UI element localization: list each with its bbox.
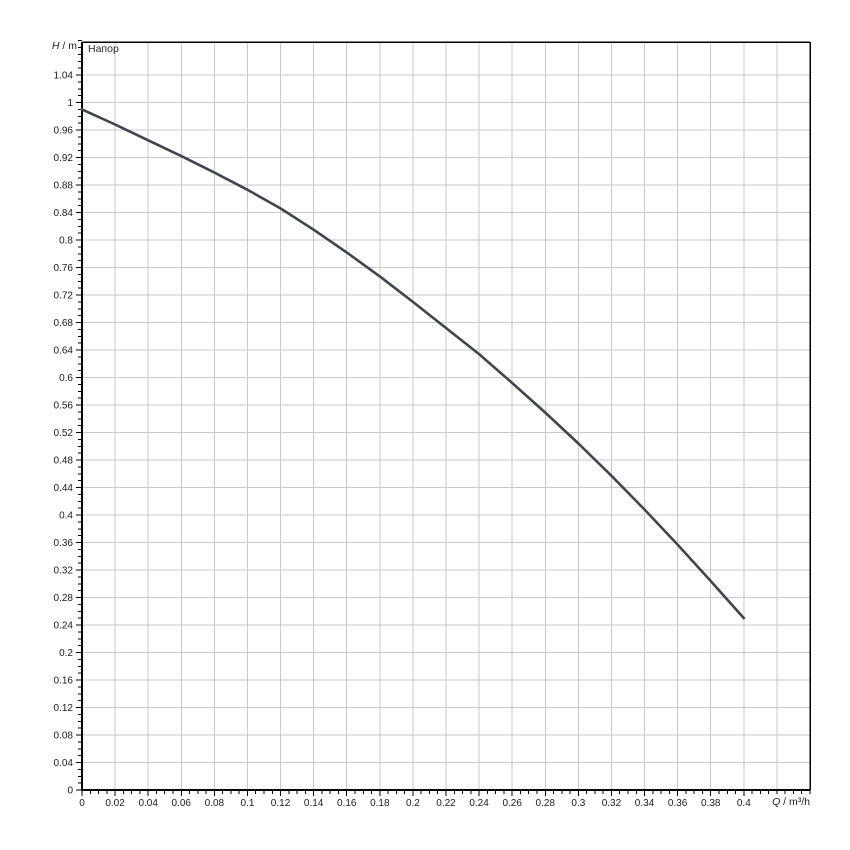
y-ticks (76, 40, 82, 791)
y-tick-label: 0.4 (59, 511, 73, 522)
y-tick-label: 0.44 (54, 483, 74, 494)
y-tick-label: 0.88 (54, 181, 74, 192)
x-tick-label: 0.38 (701, 798, 721, 809)
x-tick-label: 0.36 (668, 798, 688, 809)
y-axis-label: H / m (0, 40, 77, 52)
x-axis-label: Q / m³/h (740, 796, 810, 808)
y-tick-label: 0.92 (54, 153, 74, 164)
y-tick-label: 0.16 (54, 676, 74, 687)
y-tick-label: 0.8 (59, 236, 73, 247)
y-tick-label: 0.56 (54, 401, 74, 412)
y-tick-label: 0.52 (54, 428, 74, 439)
y-tick-label: 0.08 (54, 731, 74, 742)
x-tick-label: 0.08 (205, 798, 225, 809)
x-axis-symbol: Q (772, 796, 781, 808)
x-axis-separator: / (780, 796, 789, 808)
x-tick-label: 0.2 (406, 798, 420, 809)
x-axis-unit: m³/h (789, 796, 810, 808)
y-tick-label: 0.24 (54, 621, 74, 632)
x-tick-label: 0.26 (502, 798, 522, 809)
y-axis-symbol: H (51, 40, 60, 52)
y-tick-label: 1.04 (54, 71, 74, 82)
x-tick-label: 0.02 (105, 798, 125, 809)
y-tick-label: 0.36 (54, 538, 74, 549)
x-tick-label: 0.22 (436, 798, 456, 809)
y-tick-label: 0.12 (54, 703, 74, 714)
y-tick-label: 0.04 (54, 758, 74, 769)
x-tick-label: 0.14 (304, 798, 324, 809)
y-tick-label: 0.96 (54, 126, 74, 137)
y-axis-separator: / (59, 40, 69, 52)
y-tick-label: 0.72 (54, 291, 74, 302)
x-tick-labels: 0 0.02 0.04 0.06 0.08 0.1 0.12 0.14 0.16 0.18 0.2 0… (79, 798, 751, 809)
y-tick-label: 0.48 (54, 456, 74, 467)
series-label: Напор (88, 43, 119, 55)
x-tick-label: 0.12 (271, 798, 291, 809)
y-tick-label: 1 (67, 98, 73, 109)
y-tick-label: 0.2 (59, 648, 73, 659)
x-tick-label: 0 (79, 798, 85, 809)
y-axis-unit: m (68, 40, 77, 52)
y-tick-labels: 0 0.04 0.08 0.12 0.16 0.2 0.24 0.28 0.32 0.36 0.4 0… (54, 71, 74, 797)
x-tick-label: 0.4 (737, 798, 751, 809)
y-tick-label: 0.84 (54, 208, 74, 219)
x-tick-label: 0.34 (635, 798, 655, 809)
y-tick-label: 0.68 (54, 318, 74, 329)
y-tick-label: 0.76 (54, 263, 74, 274)
head-curve (80, 108, 746, 620)
x-tick-label: 0.24 (469, 798, 489, 809)
x-gridlines (114, 42, 778, 790)
y-tick-label: 0 (67, 786, 73, 797)
y-tick-label: 0.64 (54, 346, 74, 357)
x-tick-label: 0.32 (602, 798, 622, 809)
x-tick-label: 0.16 (337, 798, 357, 809)
y-tick-label: 0.6 (59, 373, 73, 384)
x-tick-label: 0.3 (571, 798, 585, 809)
x-tick-label: 0.06 (172, 798, 192, 809)
y-tick-label: 0.32 (54, 566, 74, 577)
x-tick-label: 0.04 (138, 798, 158, 809)
x-tick-label: 0.18 (370, 798, 390, 809)
x-tick-label: 0.28 (536, 798, 556, 809)
plot-frame (81, 41, 811, 791)
y-gridlines (82, 74, 810, 763)
x-tick-label: 0.1 (241, 798, 255, 809)
y-tick-label: 0.28 (54, 593, 74, 604)
